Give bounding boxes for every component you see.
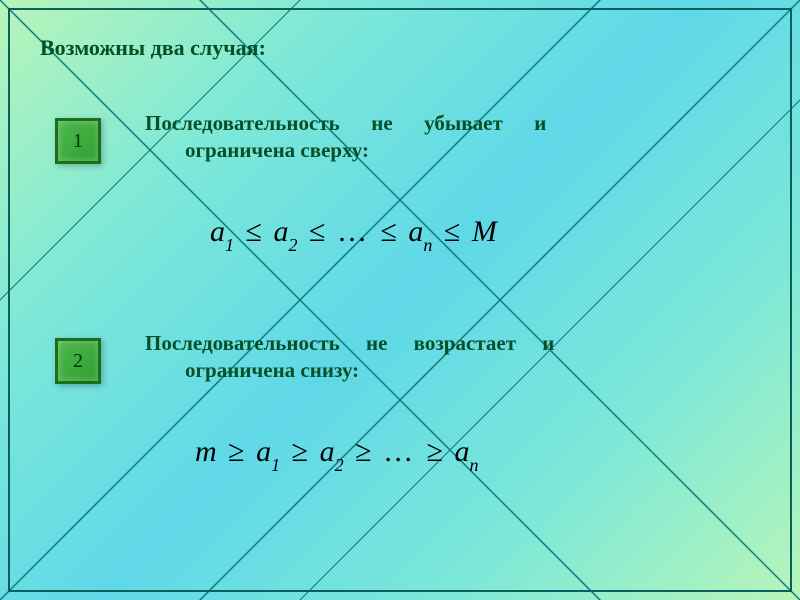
f2-ge1: ≥ [224, 435, 248, 468]
f2-a2: a [320, 435, 335, 468]
f2-dots: … [383, 435, 415, 468]
case-number-1-label: 1 [73, 130, 83, 153]
formula-1: a1 ≤ a2 ≤ … ≤ an ≤ M [210, 215, 497, 253]
case-number-2: 2 [55, 338, 101, 384]
slide-heading: Возможны два случая: [40, 35, 266, 61]
case-1-text: Последовательность не убывает и ограниче… [145, 110, 750, 165]
f2-ge3: ≥ [351, 435, 375, 468]
f2-ge2: ≥ [288, 435, 312, 468]
f1-sub2: 2 [288, 235, 297, 255]
f2-ge4: ≥ [423, 435, 447, 468]
case-2-line2: ограничена снизу: [145, 357, 750, 384]
f1-le3: ≤ [376, 215, 400, 248]
f1-subn: n [423, 235, 432, 255]
case-number-1: 1 [55, 118, 101, 164]
f1-an: a [408, 215, 423, 248]
f1-le2: ≤ [305, 215, 329, 248]
f1-le4: ≤ [440, 215, 464, 248]
case-2-line1: Последовательность не возрастает и [145, 331, 554, 355]
f1-a1: a [210, 215, 225, 248]
slide: Возможны два случая: 1 Последовательност… [0, 0, 800, 600]
f1-sub1: 1 [225, 235, 234, 255]
case-2-text: Последовательность не возрастает и огран… [145, 330, 750, 385]
f1-M: M [472, 215, 497, 248]
case-1-line1: Последовательность не убывает и [145, 111, 546, 135]
case-number-2-label: 2 [73, 350, 83, 373]
f1-le1: ≤ [242, 215, 266, 248]
formula-2: m ≥ a1 ≥ a2 ≥ … ≥ an [195, 435, 479, 473]
slide-border [8, 8, 792, 592]
f2-a1: a [256, 435, 271, 468]
case-1-line2: ограничена сверху: [145, 137, 750, 164]
f1-a2: a [273, 215, 288, 248]
f1-dots: … [337, 215, 369, 248]
f2-sub2: 2 [335, 455, 344, 475]
f2-sub1: 1 [271, 455, 280, 475]
f2-m: m [195, 435, 217, 468]
f2-subn: n [470, 455, 479, 475]
f2-an: a [455, 435, 470, 468]
